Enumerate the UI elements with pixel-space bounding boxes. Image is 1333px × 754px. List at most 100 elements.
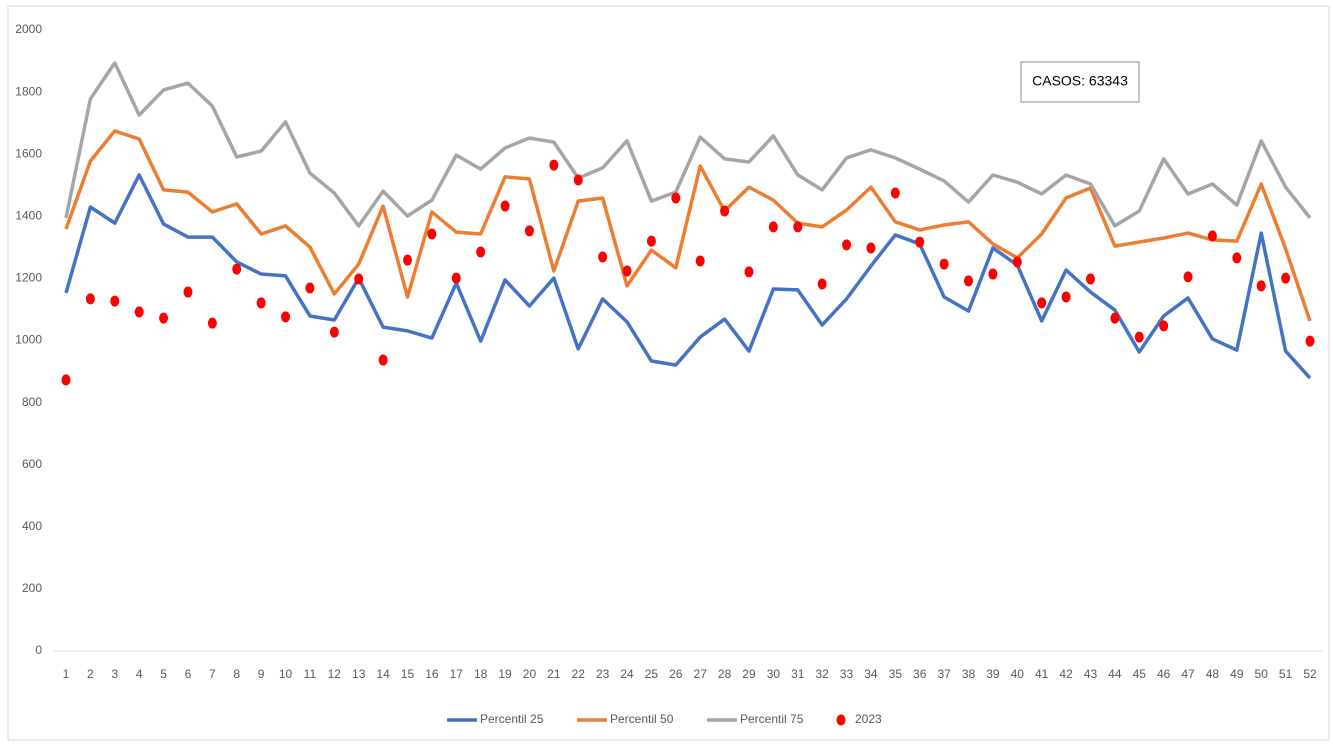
y-tick-label: 1600 bbox=[15, 146, 42, 160]
data-point bbox=[768, 221, 778, 233]
data-point bbox=[1281, 272, 1291, 284]
y-tick-label: 0 bbox=[35, 643, 42, 657]
data-point bbox=[793, 221, 803, 233]
x-tick-label: 46 bbox=[1157, 667, 1171, 681]
data-point bbox=[183, 286, 193, 298]
data-point bbox=[256, 297, 266, 309]
data-point bbox=[598, 251, 608, 263]
annotation: CASOS: 63343 bbox=[1032, 73, 1128, 89]
data-point bbox=[232, 263, 242, 275]
y-tick-label: 600 bbox=[22, 457, 42, 471]
data-point bbox=[744, 266, 754, 278]
data-point bbox=[281, 311, 291, 323]
x-tick-label: 50 bbox=[1255, 667, 1269, 681]
data-point bbox=[524, 225, 534, 237]
data-point bbox=[476, 246, 486, 258]
data-point bbox=[500, 200, 510, 212]
x-tick-label: 14 bbox=[376, 667, 390, 681]
x-tick-label: 43 bbox=[1084, 667, 1098, 681]
data-point bbox=[866, 242, 876, 254]
data-point bbox=[573, 174, 583, 186]
x-tick-label: 47 bbox=[1181, 667, 1195, 681]
data-point bbox=[1134, 331, 1144, 343]
legend-label: Percentil 75 bbox=[740, 712, 804, 726]
data-point bbox=[378, 354, 388, 366]
data-point bbox=[134, 306, 144, 318]
x-tick-label: 51 bbox=[1279, 667, 1293, 681]
data-point bbox=[549, 159, 559, 171]
data-point bbox=[329, 326, 339, 338]
x-tick-label: 5 bbox=[160, 667, 167, 681]
y-tick-label: 1000 bbox=[15, 333, 42, 347]
data-point bbox=[890, 187, 900, 199]
data-point bbox=[817, 278, 827, 290]
x-tick-label: 21 bbox=[547, 667, 561, 681]
x-tick-label: 38 bbox=[962, 667, 976, 681]
data-point bbox=[964, 275, 974, 287]
x-tick-label: 12 bbox=[328, 667, 342, 681]
data-point bbox=[939, 258, 949, 270]
data-point bbox=[1159, 320, 1169, 332]
data-point bbox=[842, 239, 852, 251]
x-tick-label: 1 bbox=[63, 667, 70, 681]
x-tick-label: 15 bbox=[401, 667, 415, 681]
data-point bbox=[720, 205, 730, 217]
data-point bbox=[1305, 335, 1315, 347]
legend-label: 2023 bbox=[855, 712, 882, 726]
data-point bbox=[1110, 312, 1120, 324]
x-tick-label: 39 bbox=[986, 667, 1000, 681]
data-point bbox=[622, 265, 632, 277]
x-tick-label: 34 bbox=[864, 667, 878, 681]
data-point bbox=[207, 317, 217, 329]
x-tick-label: 7 bbox=[209, 667, 216, 681]
x-tick-label: 22 bbox=[572, 667, 586, 681]
data-point bbox=[1085, 273, 1095, 285]
data-point bbox=[1232, 252, 1242, 264]
x-tick-label: 8 bbox=[233, 667, 240, 681]
data-point bbox=[159, 312, 169, 324]
x-tick-label: 6 bbox=[185, 667, 192, 681]
y-tick-label: 1200 bbox=[15, 271, 42, 285]
x-tick-label: 10 bbox=[279, 667, 293, 681]
x-tick-label: 35 bbox=[889, 667, 903, 681]
series-line bbox=[64, 61, 1312, 228]
x-tick-label: 20 bbox=[523, 667, 537, 681]
data-point bbox=[1207, 230, 1217, 242]
x-tick-label: 16 bbox=[425, 667, 439, 681]
y-tick-label: 1800 bbox=[15, 84, 42, 98]
data-point bbox=[988, 268, 998, 280]
x-tick-label: 36 bbox=[913, 667, 927, 681]
x-tick-label: 4 bbox=[136, 667, 143, 681]
x-tick-label: 11 bbox=[304, 667, 317, 681]
data-point bbox=[402, 254, 412, 266]
data-point bbox=[427, 228, 437, 240]
data-point bbox=[1037, 297, 1047, 309]
annotation-box bbox=[1020, 61, 1140, 103]
x-tick-label: 32 bbox=[815, 667, 829, 681]
x-tick-label: 42 bbox=[1059, 667, 1073, 681]
data-point bbox=[695, 255, 705, 267]
x-tick-label: 30 bbox=[767, 667, 781, 681]
x-tick-label: 45 bbox=[1133, 667, 1147, 681]
x-tick-label: 23 bbox=[596, 667, 610, 681]
data-point bbox=[85, 293, 95, 305]
x-tick-label: 3 bbox=[111, 667, 118, 681]
x-tick-label: 28 bbox=[718, 667, 732, 681]
legend-label: Percentil 25 bbox=[480, 712, 544, 726]
legend-label: Percentil 50 bbox=[610, 712, 674, 726]
chart-border bbox=[7, 5, 1330, 741]
x-tick-label: 26 bbox=[669, 667, 683, 681]
data-point bbox=[305, 282, 315, 294]
data-point bbox=[915, 236, 925, 248]
x-tick-label: 49 bbox=[1230, 667, 1244, 681]
x-tick-label: 27 bbox=[694, 667, 708, 681]
legend-swatch bbox=[836, 714, 846, 726]
x-tick-label: 24 bbox=[620, 667, 634, 681]
x-tick-label: 13 bbox=[352, 667, 366, 681]
x-tick-label: 33 bbox=[840, 667, 854, 681]
data-point bbox=[671, 192, 681, 204]
data-point bbox=[1256, 280, 1266, 292]
data-point bbox=[1061, 291, 1071, 303]
